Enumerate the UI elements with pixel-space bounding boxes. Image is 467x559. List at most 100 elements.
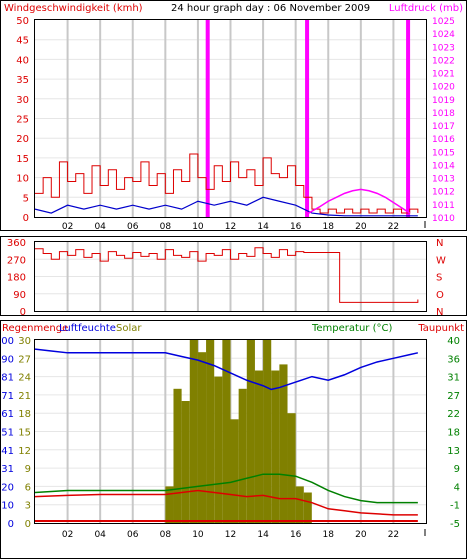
y-tick-label: 15 xyxy=(16,154,29,165)
y-tick-label: 18 xyxy=(447,428,460,439)
y-tick-label: 90 xyxy=(13,290,26,301)
y-tick-label: 12 xyxy=(18,446,31,457)
y-tick-label: -1 xyxy=(450,501,460,512)
solar-bar xyxy=(214,376,223,523)
x-tick-label: 06 xyxy=(127,222,139,232)
x-tick-label: 06 xyxy=(127,530,139,540)
y-tick-label: 0 xyxy=(25,519,31,530)
rain-axis-label: Regenmenge xyxy=(2,323,68,334)
x-tick-label: 14 xyxy=(257,222,269,232)
y-tick-label: 360 xyxy=(7,238,26,249)
humidity-line xyxy=(34,348,419,391)
wind-plot-frame xyxy=(34,19,427,218)
solar-bar xyxy=(222,340,231,523)
chart-title: 24 hour graph day : 06 November 2009 xyxy=(171,3,370,14)
y-tick-label: 22 xyxy=(447,409,460,420)
x-tick-label: 16 xyxy=(290,222,302,232)
solar-bar xyxy=(189,340,198,523)
x-tick-label: 10 xyxy=(192,530,204,540)
temperature-axis-label: Temperatur (°C) xyxy=(311,323,392,334)
y-tick-label: -5 xyxy=(450,519,460,530)
pressure-marker-bar xyxy=(205,20,210,217)
y-tick-label: 20 xyxy=(16,134,29,145)
x-tick-label: 08 xyxy=(160,222,172,232)
y-tick-label: 18 xyxy=(18,409,31,420)
solar-axis-label: Solar xyxy=(116,323,142,334)
y-tick-label: 41 xyxy=(1,446,14,457)
climate-plot-frame xyxy=(34,339,427,524)
wind-direction-line xyxy=(35,247,419,303)
solar-bar xyxy=(206,340,215,523)
solar-bar xyxy=(230,419,239,523)
y-tick-label: 40 xyxy=(447,336,460,347)
y-tick-label: S xyxy=(436,273,442,284)
y-tick-label: 4 xyxy=(454,482,460,493)
y-tick-label: 5 xyxy=(23,193,29,204)
solar-bar xyxy=(254,370,264,523)
solar-bar xyxy=(246,340,255,523)
dewpoint-line xyxy=(34,489,418,516)
x-tick-label: 22 xyxy=(388,222,399,232)
wind-speed-line xyxy=(35,153,419,214)
y-tick-label: 6 xyxy=(25,482,31,493)
solar-bar xyxy=(173,388,182,523)
solar-bar xyxy=(165,486,174,523)
solar-bar xyxy=(279,364,288,523)
x-tick-label: 20 xyxy=(355,222,367,232)
y-tick-label: W xyxy=(436,255,446,266)
y-tick-label: 1016 xyxy=(432,135,455,145)
x-tick-label: 04 xyxy=(94,222,106,232)
wind-average-line xyxy=(34,196,418,217)
y-tick-label: 81 xyxy=(1,373,14,384)
y-tick-label: 24 xyxy=(18,373,31,384)
y-tick-label: 270 xyxy=(7,255,26,266)
x-tick-label: 16 xyxy=(290,530,302,540)
solar-bar xyxy=(295,486,304,523)
y-tick-label: 30 xyxy=(18,336,31,347)
x-tick-label: 20 xyxy=(355,530,367,540)
pressure-axis-label: Luftdruck (mb) xyxy=(389,3,463,14)
y-tick-label: 1019 xyxy=(432,96,455,106)
x-tick-label: 12 xyxy=(225,222,236,232)
y-tick-label: 71 xyxy=(1,391,14,402)
y-tick-label: 1020 xyxy=(432,83,455,93)
y-tick-label: 51 xyxy=(1,428,14,439)
y-tick-label: 13 xyxy=(447,446,460,457)
temperature-line xyxy=(34,473,418,504)
x-tick-label: 02 xyxy=(62,222,73,232)
y-tick-label: 1013 xyxy=(432,175,455,185)
y-tick-label: 20 xyxy=(1,482,14,493)
y-tick-label: 21 xyxy=(18,391,31,402)
solar-bar xyxy=(197,352,207,523)
y-tick-label: 9 xyxy=(454,464,460,475)
y-tick-label: 1021 xyxy=(432,70,455,80)
y-tick-label: 35 xyxy=(16,75,29,86)
y-tick-label: 1011 xyxy=(432,201,455,211)
direction-plot-frame xyxy=(34,241,427,312)
y-tick-label: 61 xyxy=(1,409,14,420)
wind-axis-label: Windgeschwindigkeit (kmh) xyxy=(4,3,143,14)
y-tick-label: 15 xyxy=(18,428,31,439)
y-tick-label: 180 xyxy=(7,273,26,284)
x-tick-label: 08 xyxy=(160,530,172,540)
solar-bar xyxy=(303,492,312,523)
y-tick-label: 1025 xyxy=(432,17,455,27)
x-tick-label: 10 xyxy=(192,222,204,232)
x-tick-label: 04 xyxy=(94,530,106,540)
y-tick-label: 50 xyxy=(16,16,29,27)
x-tick-label: 22 xyxy=(388,530,399,540)
x-tick-label: 12 xyxy=(225,530,236,540)
y-tick-label: O xyxy=(436,290,444,301)
y-tick-label: 27 xyxy=(447,391,460,402)
climate-panel: 0102031415161718190100 03691215182124273… xyxy=(0,320,467,559)
y-tick-label: N xyxy=(436,238,443,249)
solar-bar xyxy=(271,370,280,523)
y-tick-label: 31 xyxy=(1,464,14,475)
x-tick-label: 02 xyxy=(62,530,73,540)
solar-bar xyxy=(287,413,296,523)
y-tick-label: 36 xyxy=(447,354,460,365)
y-tick-label: 1024 xyxy=(432,30,455,40)
